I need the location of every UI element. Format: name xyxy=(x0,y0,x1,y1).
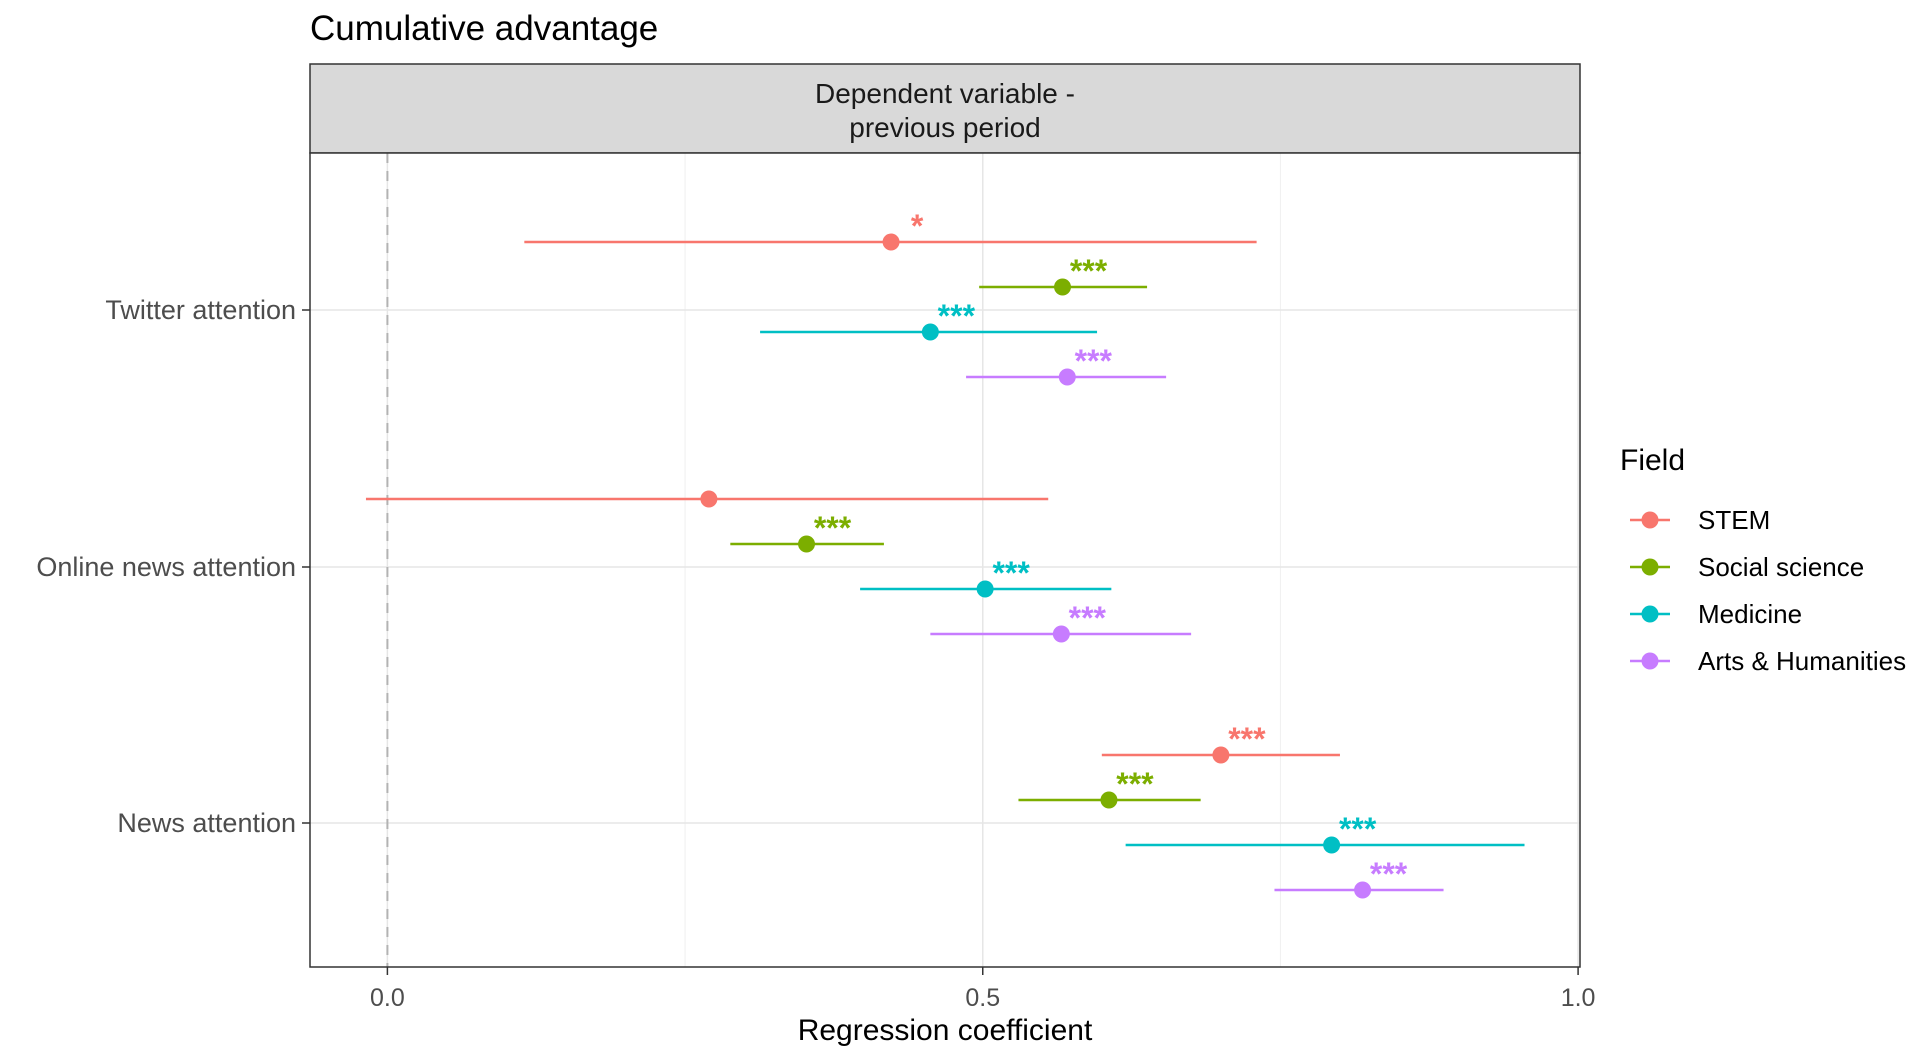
legend-item-social-science: Social science xyxy=(1630,552,1864,582)
significance-label-social-science-2: *** xyxy=(1116,766,1154,802)
significance-label-medicine-1: *** xyxy=(992,555,1030,591)
point-arts-humanities-1 xyxy=(1052,625,1070,643)
legend-label-social-science: Social science xyxy=(1698,552,1864,582)
point-social-science-1 xyxy=(798,535,816,553)
point-social-science-2 xyxy=(1100,791,1118,809)
facet-label-line-1: Dependent variable - xyxy=(815,78,1075,109)
point-medicine-2 xyxy=(1323,836,1341,854)
point-social-science-0 xyxy=(1054,278,1072,296)
point-stem-0 xyxy=(882,233,900,251)
series-medicine: *** *** *** xyxy=(760,298,1525,854)
legend-label-arts-humanities: Arts & Humanities xyxy=(1698,646,1906,676)
facet-label-line-2: previous period xyxy=(849,112,1040,143)
y-tick-label-1: Online news attention xyxy=(36,552,296,582)
axis-layer: Twitter attention Online news attention Ne… xyxy=(36,295,1595,1012)
significance-label-arts-humanities-2: *** xyxy=(1370,856,1408,892)
point-stem-1 xyxy=(700,490,718,508)
legend-key-point-social-science xyxy=(1641,558,1659,576)
legend-key-point-medicine xyxy=(1641,605,1659,623)
legend-item-stem: STEM xyxy=(1630,505,1770,535)
chart-title: Cumulative advantage xyxy=(310,9,658,48)
legend-item-arts-humanities: Arts & Humanities xyxy=(1630,646,1906,676)
grid-layer xyxy=(310,153,1580,967)
facet-strip xyxy=(309,63,1581,154)
point-medicine-1 xyxy=(976,580,994,598)
legend-key-point-stem xyxy=(1641,511,1659,529)
significance-label-medicine-0: *** xyxy=(938,298,976,334)
x-axis-title: Regression coefficient xyxy=(798,1014,1093,1047)
legend-label-medicine: Medicine xyxy=(1698,599,1802,629)
x-tick-label-1: 0.5 xyxy=(965,984,1000,1012)
significance-label-arts-humanities-0: *** xyxy=(1075,343,1113,379)
significance-label-social-science-1: *** xyxy=(814,510,852,546)
x-tick-label-0: 0.0 xyxy=(370,984,405,1012)
y-tick-label-2: News attention xyxy=(117,808,296,838)
series-stem: **** xyxy=(365,208,1340,764)
series-social-science: *** *** *** xyxy=(730,253,1201,809)
point-arts-humanities-2 xyxy=(1354,881,1372,899)
legend-key-point-arts-humanities xyxy=(1641,652,1659,670)
legend-item-medicine: Medicine xyxy=(1630,599,1802,629)
x-tick-label-2: 1.0 xyxy=(1561,984,1596,1012)
y-tick-label-0: Twitter attention xyxy=(105,295,296,325)
significance-label-stem-2: *** xyxy=(1228,721,1266,757)
point-stem-2 xyxy=(1212,746,1230,764)
significance-label-arts-humanities-1: *** xyxy=(1069,600,1107,636)
plot-border xyxy=(309,152,1581,968)
legend-title: Field xyxy=(1620,444,1685,477)
legend: STEM Social science Medicine Arts & Humanit… xyxy=(1630,505,1906,676)
significance-label-medicine-2: *** xyxy=(1339,811,1377,847)
point-medicine-0 xyxy=(921,323,939,341)
series-layer: ******************************* xyxy=(365,208,1525,899)
plot-panel xyxy=(310,153,1580,967)
point-arts-humanities-0 xyxy=(1058,368,1076,386)
significance-label-social-science-0: *** xyxy=(1070,253,1108,289)
legend-label-stem: STEM xyxy=(1698,505,1770,535)
significance-label-stem-0: * xyxy=(911,208,924,244)
series-arts-humanities: *** *** *** xyxy=(930,343,1444,899)
